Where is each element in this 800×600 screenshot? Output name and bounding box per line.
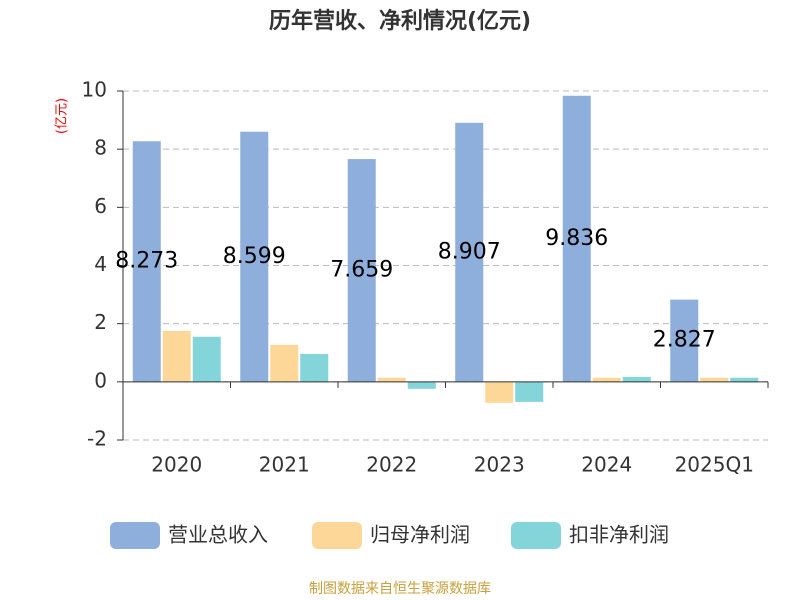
y-tick-label: 4 [94,252,107,276]
y-tick-label: 8 [94,136,107,160]
y-tick-label: 2 [94,310,107,334]
bar [377,377,406,382]
y-tick-label: 10 [82,78,107,102]
bar [270,344,299,382]
bar [700,377,729,382]
legend-swatch [511,522,561,549]
bar [485,381,514,403]
bar [515,381,544,402]
chart-title: 历年营收、净利情况(亿元) [269,8,531,34]
bar [162,330,191,382]
value-label: 8.907 [438,239,501,264]
bar [300,353,329,382]
value-label: 2.827 [653,328,716,353]
bar [455,122,484,382]
legend-swatch [312,522,362,549]
bar [347,159,376,382]
bar [622,376,651,382]
value-label: 7.659 [330,257,393,282]
y-tick-label: 0 [94,368,107,392]
bar [240,131,269,382]
y-tick-label: 6 [94,194,107,218]
bar [562,95,591,382]
bar [192,336,221,382]
bar [730,377,759,382]
x-tick-label: 2024 [581,453,632,477]
x-tick-label: 2022 [366,453,417,477]
legend-label: 归母净利润 [370,523,470,547]
x-tick-label: 2025Q1 [675,453,754,477]
legend-label: 扣非净利润 [569,523,669,547]
x-tick-label: 2023 [474,453,525,477]
value-label: 8.599 [223,244,286,269]
bar [670,299,699,382]
y-axis-label: (亿元) [55,98,70,134]
value-label: 9.836 [545,226,608,251]
bar [132,141,161,382]
legend-swatch [110,522,160,549]
value-label: 8.273 [115,249,178,274]
legend-label: 营业总收入 [168,523,268,547]
x-tick-label: 2020 [151,453,202,477]
bar [592,377,621,382]
x-tick-label: 2021 [259,453,310,477]
bar [407,381,436,389]
source-note: 制图数据来自恒生聚源数据库 [309,581,491,597]
y-tick-label: -2 [87,427,107,451]
